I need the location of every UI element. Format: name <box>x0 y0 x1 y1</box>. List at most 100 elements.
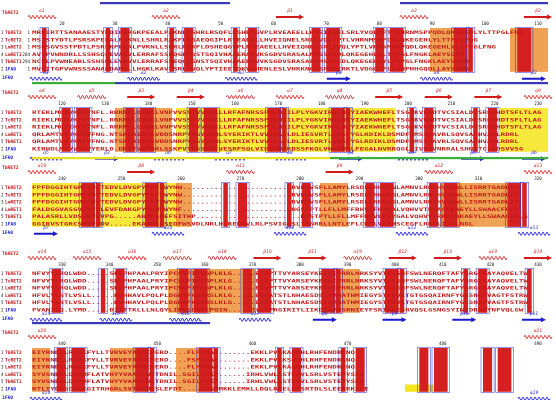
alpha-helix-coil-bottom <box>127 76 160 81</box>
row-index: 2 <box>1 308 4 313</box>
row-name: LmRET1 <box>5 52 22 58</box>
ss-top-label: α11 <box>236 163 245 169</box>
row-index: 2 <box>1 192 4 197</box>
row-index: 4 <box>1 293 4 298</box>
domain-highlight-orange <box>176 348 200 392</box>
row-index: 2 <box>1 117 4 122</box>
conserved-column <box>517 28 531 72</box>
ruler-number: 320 <box>534 176 542 181</box>
ss-top-label: α20 <box>38 328 47 334</box>
conserved-column <box>497 348 512 392</box>
domain-bar <box>32 82 115 85</box>
row-name: LmRET2 <box>5 286 22 292</box>
alpha-helix-coil-bottom <box>517 396 551 400</box>
ruler-number: 70 <box>324 21 330 26</box>
row-index: 5 <box>1 139 4 144</box>
row-name: TcRET2 <box>5 117 22 123</box>
conserved-column <box>385 269 399 313</box>
sequence-text: QRLAMTVVVKRRVFNG.NTSALAIAYSVDDSNRPYNGYVD… <box>32 132 519 138</box>
ruler-number: 430 <box>534 262 542 267</box>
similarity-box <box>221 182 231 228</box>
similarity-box <box>338 347 348 393</box>
ss-top-label: β1 <box>287 8 293 14</box>
conserved-column <box>336 269 341 313</box>
ss-bottom-label: α16 <box>181 311 190 317</box>
ss-bottom-label: α8 <box>287 150 293 156</box>
conserved-column <box>443 183 458 227</box>
domain-highlight-orange <box>176 183 192 227</box>
ruler-number: 280 <box>296 176 304 181</box>
ss-bottom-label: α10 <box>164 225 173 231</box>
conserved-column <box>257 269 272 313</box>
ss-top-label: α2 <box>163 8 169 14</box>
conserved-column <box>61 108 71 152</box>
similarity-box <box>519 182 530 228</box>
ruler-number: 260 <box>177 176 185 181</box>
ruler-number: 450 <box>153 341 161 346</box>
ss-bottom-label: α19 <box>530 390 539 396</box>
conserved-column <box>340 348 346 392</box>
conserved-column <box>223 183 228 227</box>
alpha-helix-coil-top <box>226 95 255 99</box>
row-index: 2 <box>1 278 4 283</box>
alpha-helix-coil-top <box>478 256 508 260</box>
conserved-column <box>242 269 252 313</box>
ss-top-label: α16 <box>128 249 137 255</box>
conserved-column <box>184 28 194 72</box>
ss-top-label: α3 <box>411 8 417 14</box>
alpha-helix-coil-top <box>162 256 192 260</box>
conserved-column <box>51 269 61 313</box>
ss-top-label: α7 <box>287 88 293 94</box>
reference-label-bottom: 1FA0 <box>2 395 13 400</box>
ruler-number: 360 <box>201 262 209 267</box>
sequence-text: MSRSGVSSTPDTLPSRSRPEEALPVKNLLSHRLRAKFLDS… <box>32 45 496 51</box>
ruler-number: 440 <box>58 341 66 346</box>
domain-highlight-orange <box>320 183 348 227</box>
ss-top-label: α10 <box>38 163 47 169</box>
similarity-box <box>235 182 250 228</box>
alpha-helix-coil-bottom <box>151 231 185 236</box>
row-index: 5 <box>1 59 4 64</box>
conserved-column <box>365 183 375 227</box>
conserved-column <box>198 348 213 392</box>
beta-strand-arrow-top <box>375 94 404 100</box>
row-index: 5 <box>1 214 4 219</box>
ruler-number: 300 <box>415 176 423 181</box>
similarity-box <box>466 27 476 73</box>
ruler-number: 270 <box>237 176 245 181</box>
similarity-box <box>397 268 407 314</box>
beta-strand-arrow-top <box>298 255 327 261</box>
ruler-number: 50 <box>218 21 224 26</box>
row-index: 1 <box>1 110 4 115</box>
alpha-helix-coil-top <box>27 170 57 174</box>
sequence-text: FPFDGGIHTGMEEDYTEDVLDVGPYPEFIWYNW.......… <box>32 200 519 206</box>
alpha-helix-coil-bottom <box>420 76 453 81</box>
row-name: 1FA0 <box>5 308 16 314</box>
row-index: 4 <box>1 132 4 137</box>
beta-strand-arrow-top <box>276 14 304 20</box>
row-name: TbRET1 <box>5 214 22 220</box>
row-start-number: 294 <box>22 59 30 64</box>
row-name: TbRET2 <box>5 185 22 191</box>
alpha-helix-coil-top <box>424 170 454 174</box>
alpha-helix-coil-top <box>27 335 57 339</box>
conserved-column <box>429 183 439 227</box>
domain-bar <box>400 2 548 5</box>
alpha-helix-coil-top <box>27 15 57 19</box>
conserved-column <box>135 348 149 392</box>
ruler-number: 20 <box>59 21 65 26</box>
alpha-helix-coil-bottom <box>29 76 63 81</box>
conserved-column <box>169 28 174 72</box>
similarity-box <box>123 107 137 153</box>
ruler-number: 390 <box>344 262 352 267</box>
conserved-column <box>105 28 111 72</box>
conserved-column <box>287 183 292 227</box>
ruler-number: 400 <box>391 262 399 267</box>
beta-strand-arrow-bottom <box>452 317 477 323</box>
conserved-column <box>463 269 468 313</box>
beta-strand-arrow-top <box>524 14 552 20</box>
similarity-box <box>118 27 132 73</box>
conserved-column <box>399 269 405 313</box>
conserved-column <box>507 183 522 227</box>
row-name: LmRET2 <box>5 45 22 51</box>
